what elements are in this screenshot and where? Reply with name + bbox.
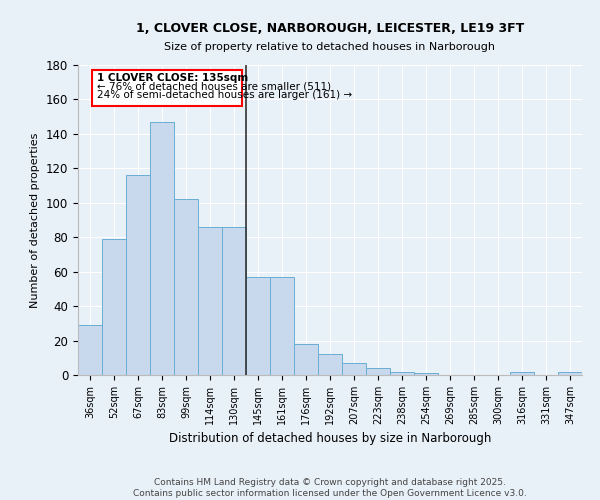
Bar xyxy=(78,325,102,375)
Bar xyxy=(246,277,270,375)
Bar xyxy=(366,368,390,375)
Bar xyxy=(174,200,198,375)
Bar xyxy=(558,372,582,375)
Bar xyxy=(510,372,534,375)
Bar xyxy=(222,227,246,375)
Bar xyxy=(294,344,318,375)
Bar xyxy=(414,374,438,375)
Bar xyxy=(390,372,414,375)
Bar xyxy=(150,122,174,375)
Bar xyxy=(102,239,126,375)
X-axis label: Distribution of detached houses by size in Narborough: Distribution of detached houses by size … xyxy=(169,432,491,446)
Text: Size of property relative to detached houses in Narborough: Size of property relative to detached ho… xyxy=(164,42,496,52)
Bar xyxy=(198,227,222,375)
Bar xyxy=(318,354,342,375)
Text: 24% of semi-detached houses are larger (161) →: 24% of semi-detached houses are larger (… xyxy=(97,90,352,100)
Text: Contains HM Land Registry data © Crown copyright and database right 2025.
Contai: Contains HM Land Registry data © Crown c… xyxy=(133,478,527,498)
Text: 1 CLOVER CLOSE: 135sqm: 1 CLOVER CLOSE: 135sqm xyxy=(97,72,248,83)
Text: 1, CLOVER CLOSE, NARBOROUGH, LEICESTER, LE19 3FT: 1, CLOVER CLOSE, NARBOROUGH, LEICESTER, … xyxy=(136,22,524,36)
Y-axis label: Number of detached properties: Number of detached properties xyxy=(31,132,40,308)
Bar xyxy=(126,175,150,375)
Text: ← 76% of detached houses are smaller (511): ← 76% of detached houses are smaller (51… xyxy=(97,82,331,92)
Bar xyxy=(270,277,294,375)
FancyBboxPatch shape xyxy=(92,70,242,106)
Bar xyxy=(342,363,366,375)
